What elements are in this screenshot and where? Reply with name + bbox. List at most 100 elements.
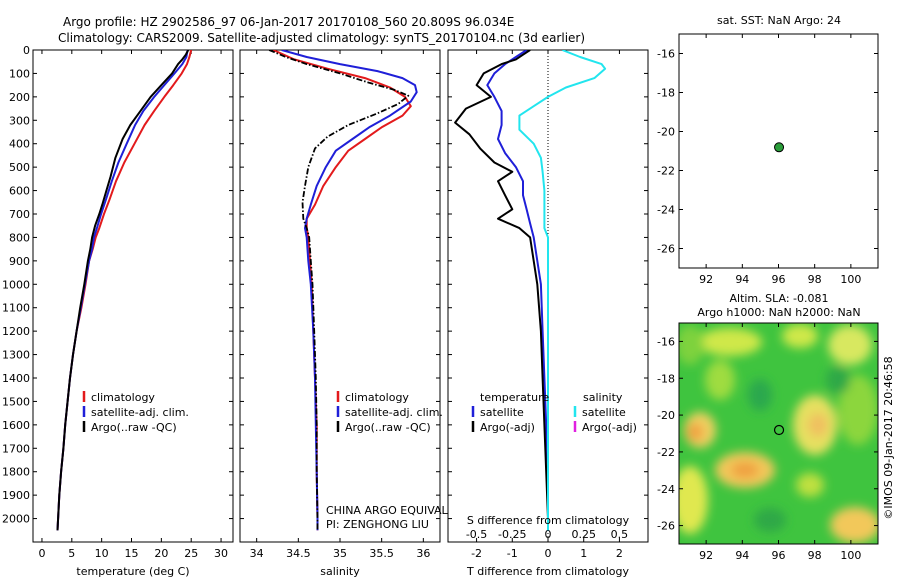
salinity-profile-lines [268, 50, 418, 531]
temperature-x-axis: 0 5 10 15 20 25 30 [38, 50, 228, 560]
map-y-tick-label: -18 [657, 87, 675, 100]
series-line [56, 50, 190, 531]
map-y-tick-label: -20 [657, 126, 675, 139]
top-tick-label: -0.5 [466, 528, 487, 541]
x-tick-label: 36 [416, 547, 430, 560]
map-y-tick-label: -26 [657, 520, 675, 533]
depth-tick-label: 300 [9, 114, 30, 127]
map-x-tick-label: 96 [772, 549, 786, 562]
top-tick-label: 0.25 [571, 528, 596, 541]
map-x-tick-label: 94 [735, 549, 749, 562]
sla-map-axes: 92 94 96 98 100 -16 -18 -20 -22 -24 -26 [657, 323, 878, 562]
depth-tick-label: 1600 [2, 419, 30, 432]
salinity-panel: 34 34.5 35 35.5 36 climatology satellite-adj.… [239, 49, 470, 578]
map-x-tick-label: 100 [840, 549, 861, 562]
temperature-profile-lines [56, 50, 193, 531]
temperature-plot-frame [32, 49, 234, 543]
series-line [268, 50, 410, 531]
x-tick-label: 1 [580, 547, 587, 560]
map-y-tick-label: -24 [657, 204, 675, 217]
map-x-tick-label: 92 [699, 549, 713, 562]
salinity-x-axis: 34 34.5 35 35.5 36 [250, 50, 430, 560]
map-y-tick-label: -16 [657, 48, 675, 61]
depth-tick-label: 1400 [2, 372, 30, 385]
x-tick-label: 25 [184, 547, 198, 560]
x-tick-label: 35 [333, 547, 347, 560]
copyright-timestamp: ©IMOS 09-Jan-2017 20:46:58 [882, 356, 895, 519]
top-tick-label: 0.5 [611, 528, 629, 541]
difference-x-label: T difference from climatology [466, 565, 629, 578]
sla-map-title-line-1: Altim. SLA: -0.081 [729, 292, 828, 305]
temperature-depth-axis: 0 100 200 300 400 500 600 700 800 900 1000 1100 1200… [2, 44, 233, 526]
depth-tick-label: 1200 [2, 325, 30, 338]
series-line [518, 50, 607, 531]
x-tick-label: 30 [214, 547, 228, 560]
legend-item: climatology [345, 391, 409, 404]
legend-item: Argo(-adj) [582, 421, 637, 434]
depth-tick-label: 1700 [2, 442, 30, 455]
map-x-tick-label: 94 [735, 273, 749, 286]
difference-top-x-label: S difference from climatology [467, 514, 630, 527]
x-tick-label: -2 [471, 547, 482, 560]
depth-tick-label: 1000 [2, 278, 30, 291]
argo-location-marker [773, 424, 785, 436]
map-y-tick-label: -22 [657, 165, 675, 178]
salinity-depth-ticks [240, 49, 440, 520]
difference-x-axis: -2 -1 0 1 2 -0.5 -0.25 0 0.25 0.5 [466, 50, 628, 560]
map-x-tick-label: 98 [808, 273, 822, 286]
legend-item: satellite-adj. clim. [345, 406, 443, 419]
sst-map-panel: sat. SST: NaN Argo: 24 92 94 96 98 100 -16 -18… [657, 14, 879, 286]
header-line-1: Argo profile: HZ 2902586_97 06-Jan-2017 … [63, 15, 514, 29]
x-tick-label: 15 [125, 547, 139, 560]
x-tick-label: 0 [545, 547, 552, 560]
legend-item: Argo(-adj) [480, 421, 535, 434]
legend-item: satellite-adj. clim. [91, 406, 189, 419]
map-x-tick-label: 98 [808, 549, 822, 562]
legend-item: climatology [91, 391, 155, 404]
legend-item: Argo(..raw -QC) [345, 421, 431, 434]
series-line [486, 50, 549, 531]
salinity-legend: climatology satellite-adj. clim. Argo(..ra… [336, 391, 443, 434]
sst-map-points [774, 142, 785, 153]
sla-heatmap [679, 323, 878, 544]
legend-title-temperature: temperature [480, 391, 549, 404]
map-y-tick-label: -20 [657, 409, 675, 422]
depth-tick-label: 1900 [2, 489, 30, 502]
sla-map-panel: Altim. SLA: -0.081 Argo h1000: NaN h2000… [657, 292, 879, 562]
x-tick-label: 34.5 [286, 547, 311, 560]
sla-map-title-line-2: Argo h1000: NaN h2000: NaN [697, 306, 860, 319]
map-y-tick-label: -24 [657, 483, 675, 496]
depth-tick-label: 200 [9, 91, 30, 104]
top-tick-label: 0 [545, 528, 552, 541]
x-tick-label: 0 [38, 547, 45, 560]
difference-legend: temperature salinity satellite Argo(-adj) sa… [471, 391, 637, 434]
x-tick-label: 5 [68, 547, 75, 560]
depth-tick-label: 400 [9, 138, 30, 151]
difference-depth-ticks [448, 49, 648, 520]
map-y-tick-label: -22 [657, 446, 675, 459]
depth-tick-label: 900 [9, 255, 30, 268]
x-tick-label: -1 [507, 547, 518, 560]
map-x-tick-label: 100 [840, 273, 861, 286]
x-tick-label: 35.5 [369, 547, 394, 560]
temperature-panel: 0100200300400500600700800900100011001200… [2, 44, 234, 578]
x-tick-label: 34 [250, 547, 264, 560]
x-tick-label: 10 [95, 547, 109, 560]
legend-item: satellite [480, 406, 524, 419]
depth-tick-label: 1800 [2, 466, 30, 479]
map-y-tick-label: -16 [657, 335, 675, 348]
difference-profile-lines [454, 50, 607, 531]
salinity-x-label: salinity [320, 565, 360, 578]
argo-location-marker [774, 142, 785, 153]
temperature-legend: climatology satellite-adj. clim. Argo(..ra… [82, 391, 189, 434]
legend-item: Argo(..raw -QC) [91, 421, 177, 434]
top-tick-label: -0.25 [498, 528, 526, 541]
depth-tick-label: 600 [9, 185, 30, 198]
salinity-annotation-line-1: CHINA ARGO EQUIVALENT [326, 504, 470, 517]
depth-tick-label: 800 [9, 231, 30, 244]
salinity-plot-frame [239, 49, 441, 543]
x-tick-label: 20 [154, 547, 168, 560]
map-y-tick-label: -18 [657, 372, 675, 385]
depth-tick-label: 100 [9, 67, 30, 80]
